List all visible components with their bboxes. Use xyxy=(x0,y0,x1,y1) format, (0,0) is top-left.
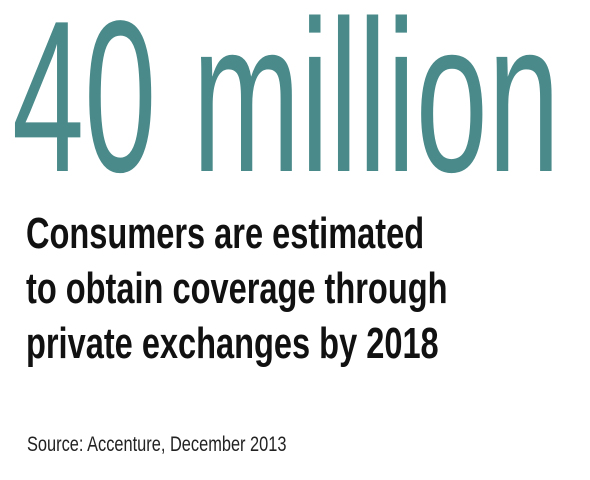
subhead-line-2: to obtain coverage through xyxy=(26,264,448,313)
headline-number-text: 40 million xyxy=(12,6,560,186)
subhead-statement: Consumers are estimated to obtain covera… xyxy=(26,206,448,371)
subhead-line-1: Consumers are estimated xyxy=(26,209,425,258)
headline-svg: 40 million xyxy=(12,6,560,186)
subhead-line-3: private exchanges by 2018 xyxy=(26,319,439,368)
headline-stat: 40 million xyxy=(12,6,572,186)
source-citation: Source: Accenture, December 2013 xyxy=(27,433,287,456)
